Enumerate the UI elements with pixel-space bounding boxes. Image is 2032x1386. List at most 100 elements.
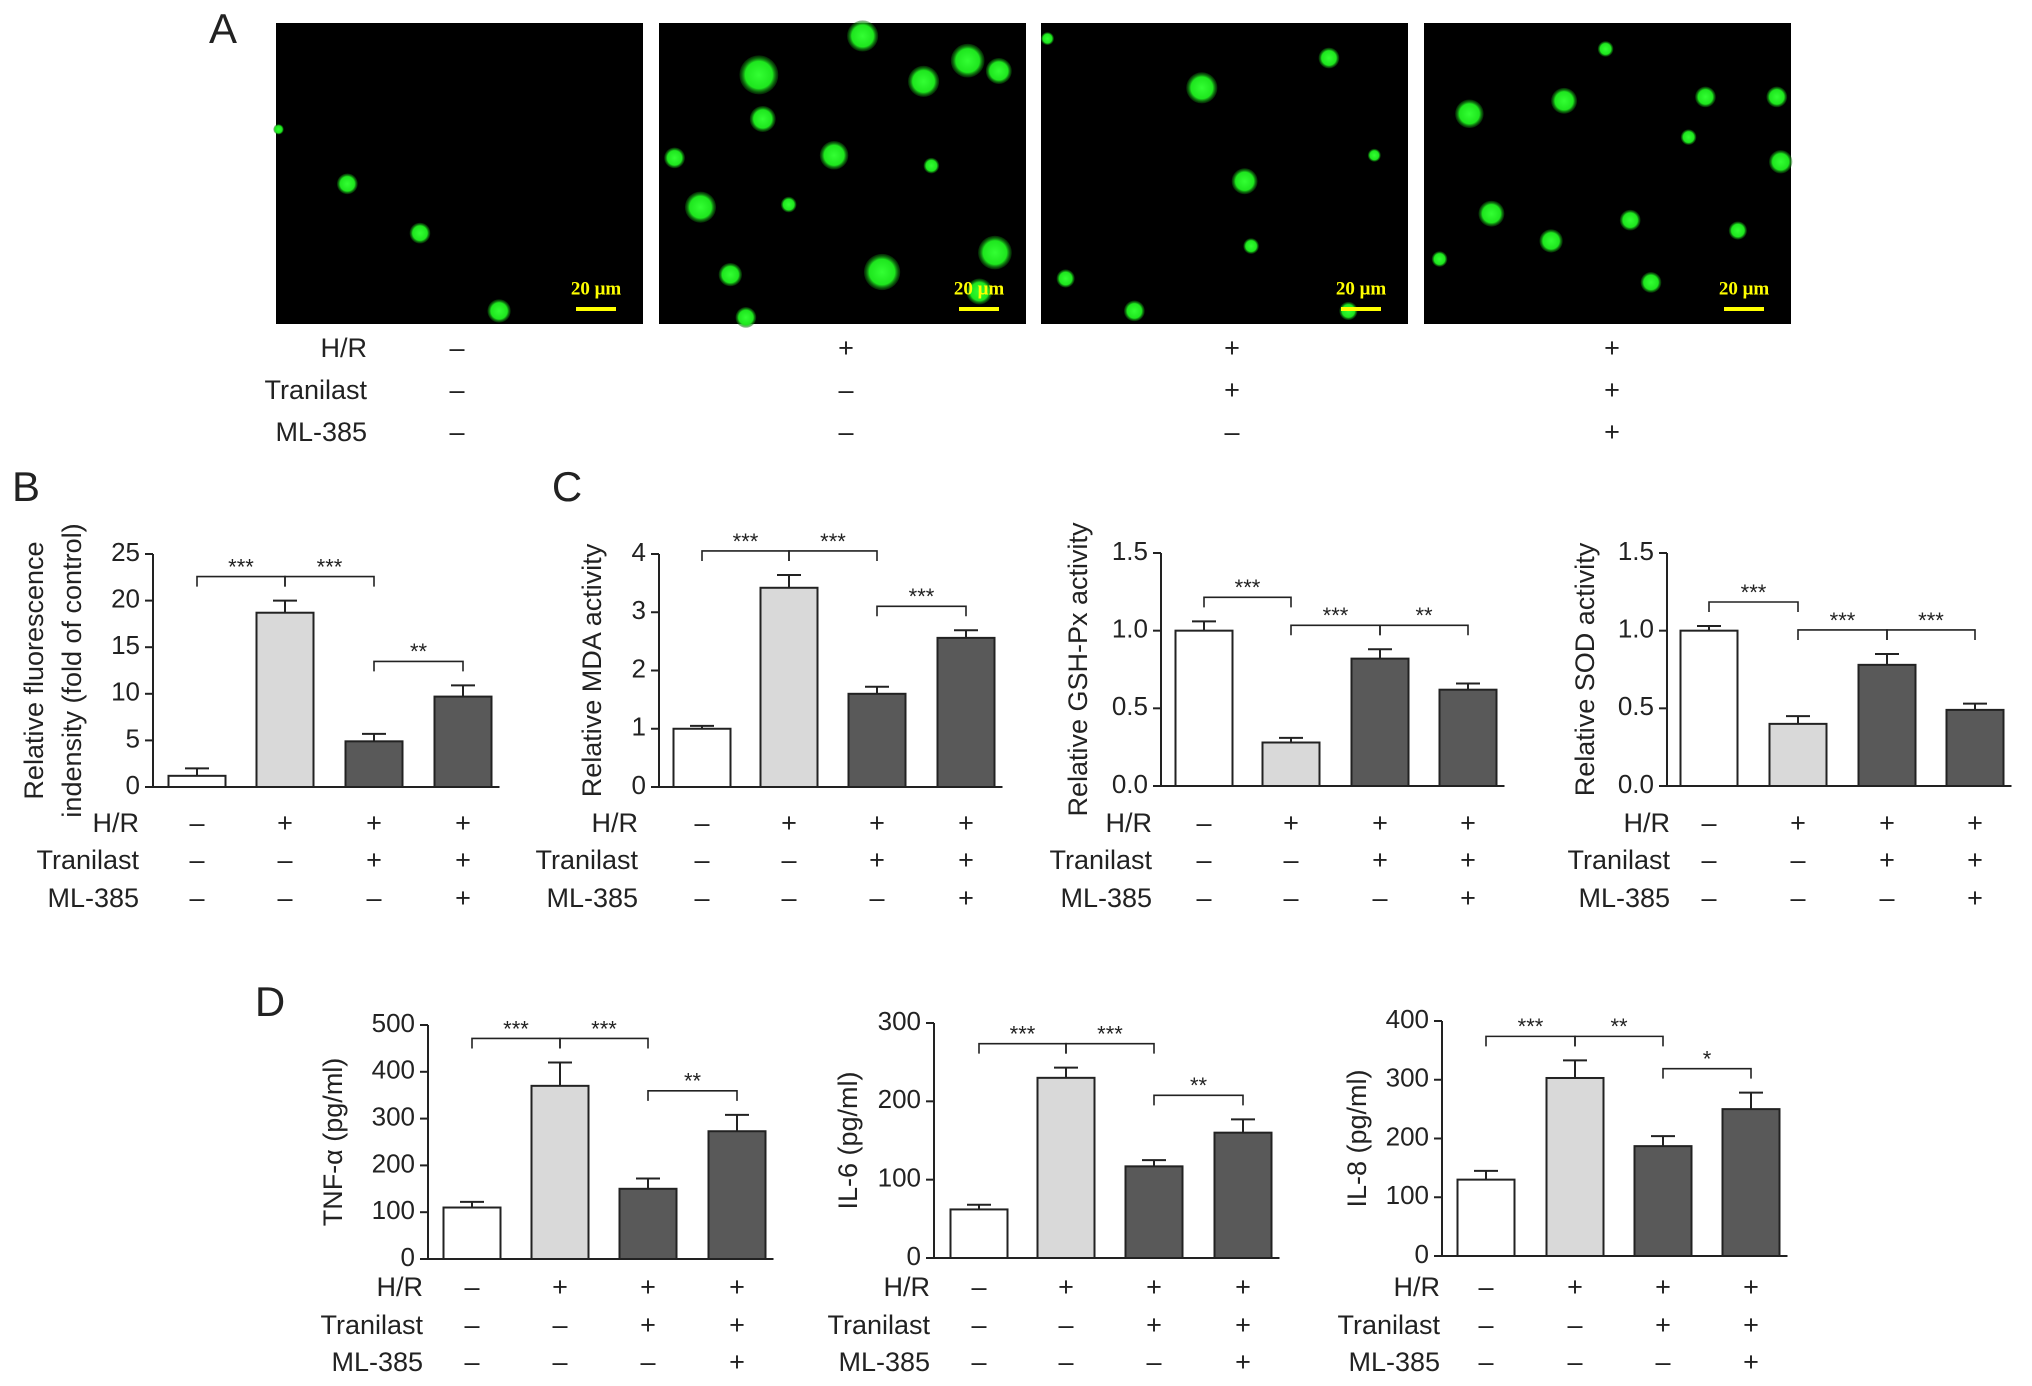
cell	[409, 222, 431, 244]
scale-bar	[576, 307, 616, 311]
treatment-sign: +	[1460, 845, 1476, 875]
treatment-sign: +	[729, 1310, 745, 1340]
cell	[1041, 32, 1054, 46]
treatment-name: Tranilast	[36, 845, 139, 875]
cell	[1231, 168, 1258, 195]
treatment-sign: –	[277, 845, 292, 875]
y-axis-label: Relative MDA activity	[577, 543, 607, 797]
cell	[780, 196, 797, 213]
treatment-name: ML-385	[275, 417, 367, 447]
treatment-name: Tranilast	[264, 375, 367, 405]
treatment-sign: –	[1224, 417, 1239, 447]
significance-label: ***	[1741, 580, 1767, 605]
treatment-name: Tranilast	[1049, 845, 1152, 875]
treatment-name: ML-385	[1578, 883, 1670, 913]
y-tick-label: 0	[1415, 1239, 1429, 1269]
treatment-sign: +	[1879, 808, 1895, 838]
significance-label: ***	[1830, 608, 1856, 633]
treatment-name: ML-385	[47, 883, 139, 913]
treatment-sign: –	[1478, 1310, 1493, 1340]
bar	[1438, 688, 1498, 788]
treatment-sign: +	[1743, 1347, 1759, 1377]
treatment-sign: –	[1478, 1272, 1493, 1302]
y-axis-label: TNF-α (pg/ml)	[318, 1058, 348, 1227]
treatment-sign: –	[277, 883, 292, 913]
bar	[1857, 663, 1917, 788]
treatment-sign: –	[1567, 1310, 1582, 1340]
treatment-sign: +	[1967, 808, 1983, 838]
bar	[167, 774, 227, 788]
treatment-sign: –	[869, 883, 884, 913]
cell	[336, 173, 358, 195]
treatment-sign: –	[464, 1347, 479, 1377]
treatment-sign: –	[1283, 883, 1298, 913]
treatment-sign: –	[1701, 845, 1716, 875]
treatment-sign: –	[464, 1272, 479, 1302]
treatment-name: H/R	[1394, 1272, 1441, 1302]
bar	[759, 586, 819, 788]
significance-bracket	[1574, 1035, 1664, 1047]
treatment-sign: +	[1743, 1310, 1759, 1340]
cell	[985, 58, 1012, 84]
treatment-sign: +	[869, 845, 885, 875]
significance-label: ***	[909, 584, 935, 609]
significance-label: ***	[317, 554, 343, 579]
treatment-sign: –	[640, 1347, 655, 1377]
scale-bar	[1341, 307, 1381, 311]
treatment-name: ML-385	[546, 883, 638, 913]
treatment-sign: +	[277, 808, 293, 838]
cell	[966, 278, 993, 305]
bar	[707, 1130, 767, 1260]
treatment-sign: +	[781, 808, 797, 838]
treatment-sign: –	[1790, 845, 1805, 875]
treatment-sign: +	[1235, 1310, 1251, 1340]
treatment-sign: –	[449, 417, 464, 447]
significance-bracket	[1153, 1094, 1244, 1106]
y-tick-label: 300	[1386, 1063, 1429, 1093]
cell	[863, 253, 901, 291]
treatment-sign: –	[781, 883, 796, 913]
significance-label: ***	[1010, 1021, 1036, 1046]
bar	[1124, 1165, 1184, 1259]
treatment-name: H/R	[321, 333, 368, 363]
y-axis-label: Relative SOD activity	[1570, 542, 1600, 796]
bar	[344, 740, 404, 788]
y-tick-label: 0	[126, 770, 140, 800]
treatment-sign: +	[366, 808, 382, 838]
bar	[433, 695, 493, 789]
y-tick-label: 5	[126, 723, 140, 753]
cell	[1551, 87, 1578, 114]
panel-label: A	[209, 5, 237, 52]
cell	[1318, 47, 1340, 69]
cell	[1124, 300, 1145, 322]
y-tick-label: 4	[632, 537, 646, 567]
treatment-sign: –	[694, 845, 709, 875]
treatment-sign: –	[189, 883, 204, 913]
significance-bracket	[647, 1090, 738, 1101]
y-axis-label: IL-8 (pg/ml)	[1342, 1069, 1372, 1207]
bar	[847, 692, 907, 788]
treatment-sign: +	[1372, 808, 1388, 838]
treatment-sign: –	[1196, 808, 1211, 838]
bar-chart: 0.00.51.01.5****** **Relative GSH-Px acti…	[1049, 522, 1505, 913]
treatment-sign: –	[449, 375, 464, 405]
treatment-name: Tranilast	[1337, 1310, 1440, 1340]
treatment-sign: –	[1146, 1347, 1161, 1377]
cell	[1619, 209, 1641, 231]
y-tick-label: 100	[372, 1195, 415, 1225]
cell	[749, 106, 776, 132]
treatment-sign: –	[1283, 845, 1298, 875]
treatment-sign: –	[781, 845, 796, 875]
y-tick-label: 300	[878, 1006, 921, 1036]
treatment-sign: –	[694, 808, 709, 838]
cell	[819, 141, 849, 170]
treatment-sign: +	[1604, 417, 1620, 447]
cell	[1478, 200, 1505, 227]
treatment-name: ML-385	[1060, 883, 1152, 913]
micrograph	[276, 23, 643, 324]
y-tick-label: 400	[372, 1055, 415, 1085]
significance-label: ***	[1097, 1021, 1123, 1046]
